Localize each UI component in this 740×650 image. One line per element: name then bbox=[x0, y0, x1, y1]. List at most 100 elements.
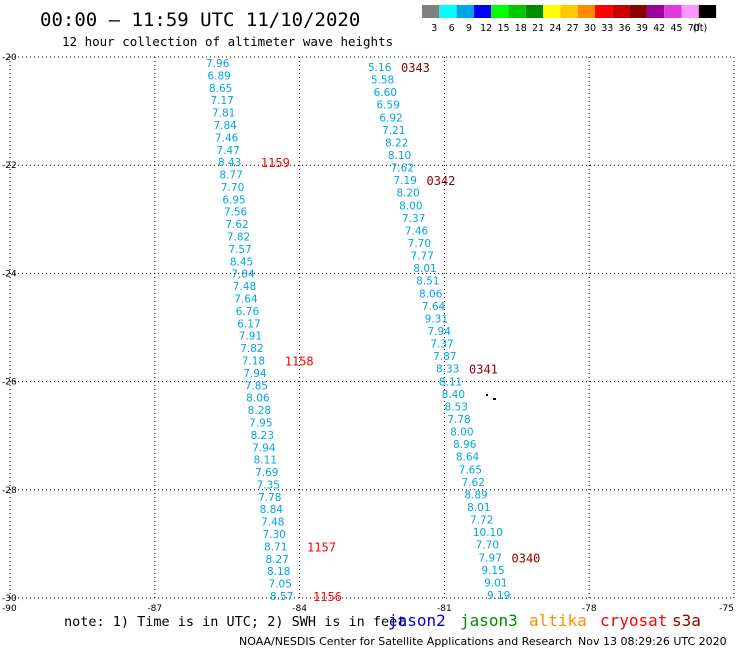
wave-height-value: 7.47 bbox=[216, 145, 239, 157]
wave-height-value: 7.48 bbox=[261, 517, 284, 529]
wave-height-value: 7.94 bbox=[428, 326, 452, 338]
wave-height-value: 10.10 bbox=[473, 527, 503, 539]
wave-height-value: 5.16 bbox=[368, 62, 392, 74]
wave-height-value: 7.62 bbox=[225, 219, 248, 231]
legend-swatch bbox=[595, 5, 613, 18]
wave-height-value: 8.64 bbox=[456, 452, 480, 464]
legend-swatch bbox=[612, 5, 630, 18]
wave-height-value: 8.57 bbox=[270, 591, 293, 603]
legend-label: 27 bbox=[567, 23, 579, 34]
altimeter-tracks: 7.966.898.657.177.817.847.467.478.438.77… bbox=[206, 58, 540, 604]
legend-swatch bbox=[456, 5, 474, 18]
map-title: 00:00 – 11:59 UTC 11/10/2020 bbox=[40, 9, 360, 31]
wave-height-value: 9.19 bbox=[487, 590, 510, 602]
pass-time-label: 0340 bbox=[512, 551, 541, 565]
footer: note: 1) Time is in UTC; 2) SWH is in fe… bbox=[64, 611, 727, 648]
wave-height-value: 7.96 bbox=[206, 58, 230, 70]
wave-height-value: 8.40 bbox=[442, 389, 465, 401]
wave-height-value: 7.82 bbox=[227, 232, 250, 244]
legend-unit: (ft) bbox=[693, 23, 707, 34]
legend-label: 39 bbox=[636, 23, 648, 34]
wave-height-value: 5.58 bbox=[371, 75, 394, 87]
wave-height-value: 6.92 bbox=[379, 112, 402, 124]
legend-swatch bbox=[508, 5, 526, 18]
wave-height-value: 7.84 bbox=[213, 120, 237, 132]
wave-height-value: 7.62 bbox=[391, 163, 414, 175]
wave-height-value: 8.00 bbox=[399, 200, 422, 212]
lat-tick-label: -30 bbox=[2, 594, 17, 604]
legend-label: 24 bbox=[549, 23, 561, 34]
satellite-label: s3a bbox=[672, 611, 701, 630]
legend-label: 3 bbox=[431, 23, 437, 34]
color-legend: 3 6 9 12 15 18 21 24 27 30 33 36 39 42 45 70(ft) bbox=[422, 5, 717, 34]
lon-tick-label: -75 bbox=[719, 604, 734, 614]
pass-time-label: 1158 bbox=[285, 354, 314, 368]
map-grid bbox=[9, 56, 735, 599]
legend-label: 21 bbox=[532, 23, 544, 34]
wave-height-value: 7.81 bbox=[212, 108, 235, 120]
wave-height-value: 7.70 bbox=[408, 238, 431, 250]
wave-height-value: 7.94 bbox=[252, 442, 276, 454]
wave-height-value: 7.48 bbox=[233, 281, 256, 293]
wave-height-value: 7.18 bbox=[242, 355, 265, 367]
wave-height-value: 7.72 bbox=[470, 515, 493, 527]
wave-height-value: 8.01 bbox=[467, 502, 490, 514]
wave-height-value: 8.65 bbox=[209, 83, 232, 95]
lat-tick-label: -22 bbox=[2, 161, 17, 171]
wave-height-value: 6.17 bbox=[237, 318, 260, 330]
legend-swatch bbox=[422, 5, 440, 18]
wave-height-value: 7.84 bbox=[231, 269, 255, 281]
wave-height-value: 7.35 bbox=[257, 479, 280, 491]
wave-height-value: 7.19 bbox=[394, 175, 417, 187]
wave-height-value: 7.37 bbox=[402, 213, 425, 225]
wave-height-value: 7.95 bbox=[249, 417, 272, 429]
legend-swatch bbox=[439, 5, 457, 18]
lon-tick-label: -81 bbox=[437, 604, 452, 614]
wave-height-value: 7.37 bbox=[430, 339, 453, 351]
legend-swatch bbox=[629, 5, 647, 18]
wave-height-value: 7.64 bbox=[234, 294, 258, 306]
legend-label: 15 bbox=[497, 23, 509, 34]
legend-label: 36 bbox=[619, 23, 631, 34]
wave-height-value: 8.45 bbox=[230, 256, 253, 268]
legend-label: 12 bbox=[480, 23, 492, 34]
data-mark bbox=[486, 394, 488, 396]
legend-swatch bbox=[577, 5, 595, 18]
wave-height-value: 9.31 bbox=[425, 313, 448, 325]
wave-height-value: 9.15 bbox=[481, 565, 504, 577]
wave-height-value: 8.10 bbox=[388, 150, 411, 162]
satellite-label: jason2 bbox=[388, 611, 446, 630]
wave-height-value: 6.59 bbox=[377, 100, 400, 112]
legend-label: 18 bbox=[515, 23, 527, 34]
wave-height-value: 7.70 bbox=[476, 540, 499, 552]
wave-height-value: 7.87 bbox=[433, 351, 456, 363]
legend-swatch bbox=[543, 5, 561, 18]
wave-height-value: 7.57 bbox=[228, 244, 251, 256]
wave-height-value: 8.11 bbox=[254, 455, 277, 467]
wave-height-value: 7.05 bbox=[269, 579, 292, 591]
wave-height-value: 7.30 bbox=[263, 529, 286, 541]
wave-height-value: 8.20 bbox=[396, 188, 419, 200]
wave-height-value: 8.71 bbox=[264, 541, 287, 553]
wave-height-value: 7.65 bbox=[459, 464, 482, 476]
wave-height-value: 7.56 bbox=[224, 207, 248, 219]
wave-height-value: 8.43 bbox=[218, 157, 241, 169]
lat-tick-label: -26 bbox=[2, 378, 17, 388]
wave-height-value: 6.95 bbox=[222, 194, 245, 206]
west-track: 7.966.898.657.177.817.847.467.478.438.77… bbox=[206, 58, 342, 604]
wave-height-value: 7.46 bbox=[405, 225, 429, 237]
satellite-label: altika bbox=[529, 611, 587, 630]
wave-height-value: 8.77 bbox=[219, 170, 242, 182]
pass-time-label: 0343 bbox=[401, 61, 430, 75]
lon-tick-label: -87 bbox=[147, 604, 162, 614]
legend-swatch bbox=[646, 5, 665, 18]
wave-height-value: 7.69 bbox=[255, 467, 278, 479]
legend-swatch bbox=[698, 5, 717, 18]
wave-height-value: 8.01 bbox=[413, 263, 436, 275]
lat-tick-label: -28 bbox=[2, 486, 17, 496]
wave-height-value: 7.97 bbox=[479, 552, 502, 564]
legend-label: 6 bbox=[449, 23, 455, 34]
footer-note: note: 1) Time is in UTC; 2) SWH is in fe… bbox=[64, 614, 405, 630]
wave-height-value: 8.22 bbox=[385, 137, 408, 149]
